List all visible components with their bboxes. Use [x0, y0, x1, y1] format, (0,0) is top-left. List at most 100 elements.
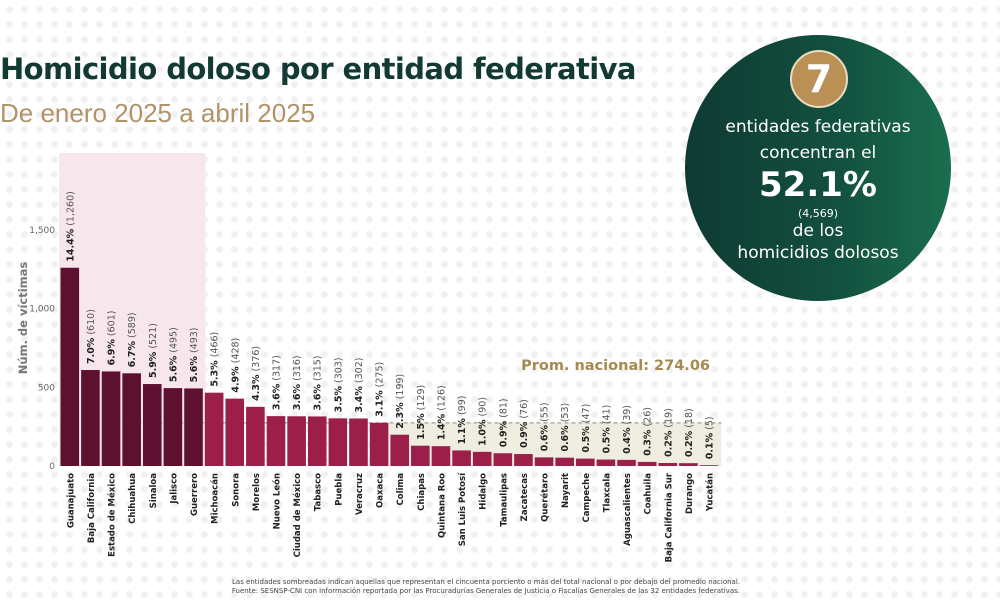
data-label: 3.4% (302): [354, 358, 365, 413]
data-label-count: (589): [127, 312, 138, 341]
x-tick-label: Quintana Roo: [437, 473, 447, 538]
data-label: 0.3% (26): [643, 407, 654, 456]
y-axis-label: Núm. de víctimas: [16, 262, 30, 375]
x-tick-label: Campeche: [582, 473, 592, 523]
data-label-percent: 0.9%: [498, 420, 509, 447]
bar-21: [472, 451, 492, 466]
data-label-percent: 1.0%: [478, 419, 489, 446]
data-label: 0.9% (76): [519, 399, 530, 448]
bar-25: [555, 457, 574, 466]
data-label: 3.5% (303): [333, 357, 344, 412]
x-tick-label: Puebla: [334, 473, 344, 506]
data-label: 3.6% (316): [292, 355, 303, 410]
bar-8: [204, 392, 224, 466]
data-label-percent: 1.4%: [436, 413, 447, 440]
data-label-count: (39): [622, 405, 633, 428]
data-label-percent: 2.3%: [395, 402, 406, 429]
bar-5: [142, 384, 162, 466]
x-tick-label: Baja California Sur: [664, 472, 674, 562]
data-label-count: (81): [498, 398, 509, 421]
data-label-percent: 5.9%: [148, 351, 159, 378]
bar-4: [122, 373, 141, 466]
data-label: 0.6% (55): [540, 402, 551, 451]
x-tick-label: Durango: [685, 473, 695, 514]
data-label-count: (303): [333, 357, 344, 386]
data-label-percent: 3.5%: [333, 385, 344, 412]
bar-2: [81, 370, 100, 466]
x-tick-label: Nuevo León: [272, 473, 283, 529]
bar-32: [699, 465, 719, 467]
x-tick-label: Querétaro: [540, 473, 551, 522]
x-tick-label: Morelos: [252, 473, 262, 511]
data-label: 4.9% (428): [230, 338, 241, 393]
highlight-line-2: concentran el: [759, 143, 877, 163]
data-label: 0.1% (5): [705, 416, 716, 459]
x-tick-label: Sonora: [231, 473, 241, 507]
data-label-count: (99): [457, 396, 468, 419]
x-tick-label: Sinaloa: [149, 473, 159, 509]
y-tick-label: 1,500: [29, 226, 55, 236]
data-label-count: (316): [292, 355, 303, 384]
bar-19: [431, 446, 451, 466]
bar-13: [307, 416, 327, 466]
bar-17: [390, 434, 410, 466]
data-label: 0.4% (39): [622, 405, 633, 454]
data-label-percent: 5.6%: [189, 356, 200, 383]
data-label-percent: 6.7%: [127, 341, 138, 368]
highlight-percent: 52.1%: [759, 165, 877, 205]
bar-24: [534, 457, 554, 466]
data-label: 5.6% (495): [168, 327, 179, 382]
data-label: 6.9% (601): [107, 311, 118, 366]
highlight-total: (4,569): [797, 207, 839, 220]
bar-30: [658, 463, 678, 466]
bar-15: [349, 418, 368, 466]
page-title: Homicidio doloso por entidad federativa: [0, 52, 636, 86]
data-label: 1.1% (99): [457, 396, 468, 445]
data-label-percent: 3.6%: [292, 383, 303, 410]
bar-1: [60, 267, 80, 466]
data-label: 0.9% (81): [498, 398, 509, 447]
data-label-count: (1,260): [65, 191, 76, 229]
footnote-line-2: Fuente: SESNSP-CNI con información repor…: [231, 587, 740, 595]
bar-7: [184, 388, 203, 466]
data-label-percent: 0.5%: [601, 427, 612, 454]
data-label: 1.4% (126): [436, 385, 447, 440]
data-label-count: (466): [210, 332, 221, 361]
data-label-count: (302): [354, 358, 365, 387]
y-tick-label: 1,000: [29, 305, 55, 315]
x-tick-label: Tamaulipas: [499, 473, 509, 527]
x-tick-label: Oaxaca: [376, 473, 386, 508]
x-tick-label: Hidalgo: [479, 473, 489, 510]
footnote: Las entidades sombreadas indican aquella…: [150, 578, 740, 596]
data-label-count: (129): [416, 385, 427, 414]
data-label-percent: 0.4%: [622, 427, 633, 454]
data-label: 3.1% (275): [375, 362, 386, 417]
highlight-line-4: homicidios dolosos: [737, 243, 899, 263]
data-label: 5.6% (493): [189, 327, 200, 382]
x-tick-label: Ciudad de México: [292, 473, 303, 558]
data-label: 4.3% (376): [251, 346, 262, 401]
data-label-count: (428): [230, 338, 241, 367]
bar-20: [452, 450, 471, 466]
data-label-percent: 5.3%: [210, 360, 221, 387]
y-tick-label: 0: [49, 462, 55, 472]
bar-31: [679, 463, 698, 466]
data-label-percent: 3.6%: [313, 384, 324, 411]
data-label-count: (47): [581, 404, 592, 427]
data-label: 1.5% (129): [416, 385, 427, 440]
data-label: 0.2% (18): [684, 408, 695, 457]
data-label-count: (26): [643, 407, 654, 430]
data-label-count: (521): [148, 323, 159, 352]
data-label-percent: 7.0%: [86, 337, 97, 364]
data-label: 5.3% (466): [210, 332, 221, 387]
x-tick-label: Michoacán: [211, 473, 221, 524]
x-tick-label: Nayarit: [561, 473, 571, 508]
data-label-count: (76): [519, 399, 530, 422]
data-label-count: (55): [540, 402, 551, 425]
data-label: 0.5% (47): [581, 404, 592, 453]
data-label-count: (376): [251, 346, 262, 375]
data-label: 0.6% (53): [560, 403, 571, 452]
x-tick-label: Estado de México: [107, 473, 118, 557]
x-tick-label: Tlaxcala: [602, 473, 612, 513]
data-label-percent: 4.9%: [230, 366, 241, 393]
